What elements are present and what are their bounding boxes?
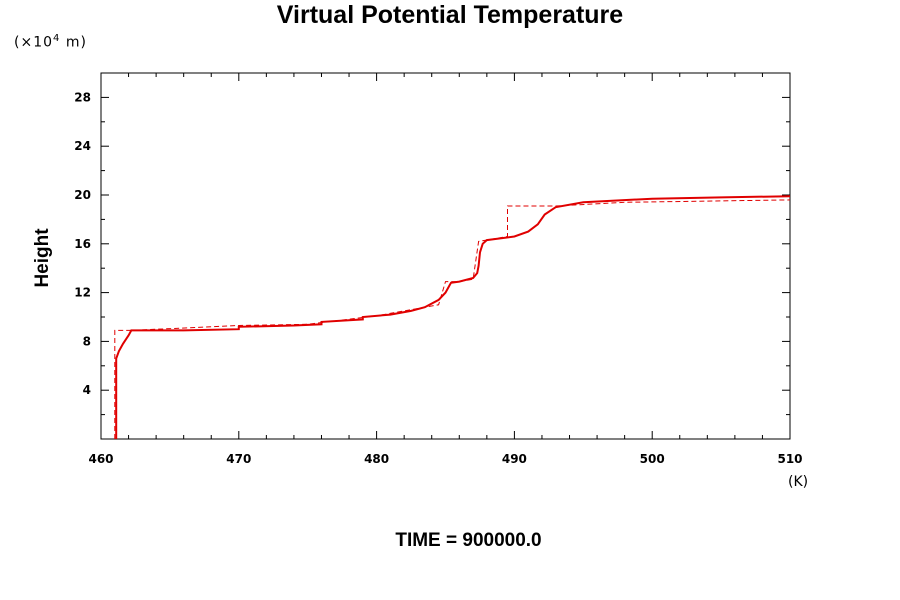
x-tick-label: 490 (502, 452, 527, 466)
x-axis-unit: (K) (788, 474, 809, 490)
x-tick-label: 470 (226, 452, 251, 466)
y-tick-label: 4 (83, 383, 91, 397)
x-tick-label: 460 (88, 452, 113, 466)
chart-title: Virtual Potential Temperature (276, 1, 624, 29)
y-tick-label: 28 (74, 90, 91, 104)
x-tick-label: 500 (640, 452, 665, 466)
series-line-solid (115, 195, 791, 439)
y-tick-label: 12 (74, 286, 91, 300)
y-tick-label: 20 (74, 188, 91, 202)
series-group (114, 195, 791, 439)
y-tick-label: 8 (83, 334, 91, 348)
time-label: TIME = 900000.0 (395, 530, 542, 551)
y-tick-label: 16 (74, 237, 91, 251)
x-tick-label: 480 (364, 452, 389, 466)
y-axis-unit: (×104 m) (14, 33, 87, 51)
tick-labels: 460 470 480 490 500 510 4 8 12 16 20 24 28 (74, 90, 802, 466)
y-tick-label: 24 (74, 139, 91, 153)
x-tick-label: 510 (777, 452, 802, 466)
axis-ticks (100, 72, 791, 439)
plot-frame (100, 72, 791, 440)
series-line-dashed (114, 199, 791, 439)
